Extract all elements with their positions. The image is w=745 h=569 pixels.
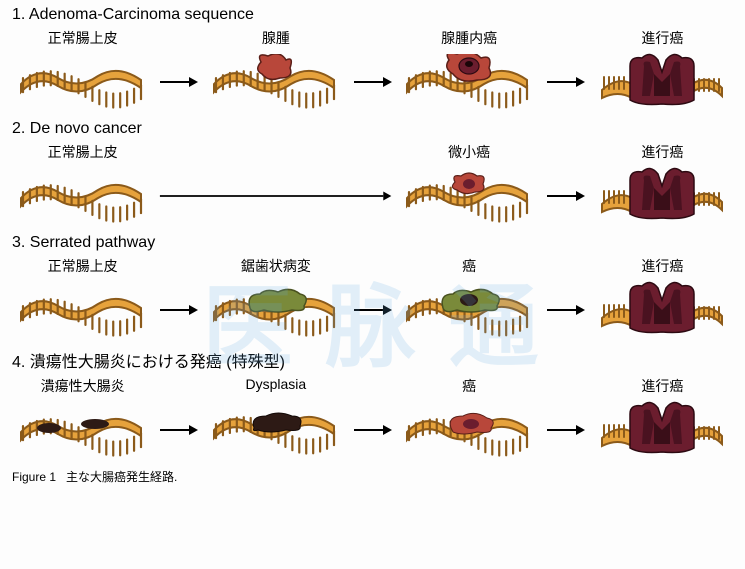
stage-label: 癌 — [462, 376, 476, 396]
tissue-normal — [13, 168, 153, 223]
tissue-adenoma — [206, 54, 346, 109]
pathway-row: 正常腸上皮 鋸歯状病変 癌 進行癌 — [12, 256, 733, 346]
stage-label: 正常腸上皮 — [48, 256, 118, 276]
tissue-carcinoma-in-adenoma — [399, 54, 539, 109]
stage-label: 微小癌 — [448, 142, 490, 162]
stage-label: 癌 — [462, 256, 476, 276]
tissue-micro-carcinoma — [399, 168, 539, 223]
pathway-title: 4. 潰瘍性大腸炎における発癌 (特殊型) — [12, 348, 733, 372]
pathway-1: 1. Adenoma-Carcinoma sequence 正常腸上皮 腺腫 腺腫… — [12, 6, 733, 118]
arrow-icon — [159, 171, 392, 203]
stage-label: 進行癌 — [641, 256, 683, 276]
pathway-row: 潰瘍性大腸炎 Dysplasia 癌 進行癌 — [12, 376, 733, 466]
stage-label: 潰瘍性大腸炎 — [41, 376, 125, 396]
stage: 腺腫 — [205, 28, 346, 118]
arrow-icon — [546, 405, 586, 437]
caption-text: 主な大腸癌発生経路. — [66, 470, 177, 484]
arrow-icon — [353, 405, 393, 437]
tissue-uc — [13, 402, 153, 457]
arrow-icon — [159, 57, 199, 89]
stage: 進行癌 — [592, 28, 733, 118]
pathway-title: 2. De novo cancer — [12, 120, 733, 138]
stage-label: Dysplasia — [246, 376, 307, 394]
tissue-advanced — [592, 282, 732, 337]
pathway-title: 3. Serrated pathway — [12, 234, 733, 252]
stage: 腺腫内癌 — [399, 28, 540, 118]
stage-label: 腺腫 — [262, 28, 290, 48]
arrow-icon — [546, 285, 586, 317]
pathway-title: 1. Adenoma-Carcinoma sequence — [12, 6, 733, 24]
tissue-normal — [13, 54, 153, 109]
figure-caption: Figure 1 主な大腸癌発生経路. — [12, 468, 733, 485]
caption-prefix: Figure 1 — [12, 470, 56, 484]
pathway-row: 正常腸上皮 腺腫 腺腫内癌 進行癌 — [12, 28, 733, 118]
tissue-uc-ca — [399, 402, 539, 457]
arrow-icon — [353, 57, 393, 89]
stage: 正常腸上皮 — [12, 142, 153, 232]
stage: 進行癌 — [592, 376, 733, 466]
stage: Dysplasia — [205, 376, 346, 466]
stage: 進行癌 — [592, 142, 733, 232]
tissue-advanced — [592, 402, 732, 457]
tissue-serrated-ca — [399, 282, 539, 337]
stage-label: 進行癌 — [641, 142, 683, 162]
arrow-icon — [159, 405, 199, 437]
pathway-row: 正常腸上皮 微小癌 進行癌 — [12, 142, 733, 232]
stage: 正常腸上皮 — [12, 256, 153, 346]
stage: 進行癌 — [592, 256, 733, 346]
stage: 鋸歯状病変 — [205, 256, 346, 346]
tissue-advanced — [592, 54, 732, 109]
pathway-2: 2. De novo cancer 正常腸上皮 微小癌 進行癌 — [12, 120, 733, 232]
tissue-normal — [13, 282, 153, 337]
stage-label: 鋸歯状病変 — [241, 256, 311, 276]
stage-label: 進行癌 — [641, 376, 683, 396]
stage-label: 正常腸上皮 — [48, 142, 118, 162]
tissue-advanced — [592, 168, 732, 223]
pathway-3: 3. Serrated pathway 正常腸上皮 鋸歯状病変 癌 進行癌 — [12, 234, 733, 346]
tissue-dysplasia — [206, 400, 346, 455]
stage: 正常腸上皮 — [12, 28, 153, 118]
stage-label: 進行癌 — [641, 28, 683, 48]
arrow-icon — [353, 285, 393, 317]
tissue-serrated — [206, 282, 346, 337]
pathway-4: 4. 潰瘍性大腸炎における発癌 (特殊型) 潰瘍性大腸炎 Dysplasia 癌 … — [12, 348, 733, 466]
stage: 癌 — [399, 376, 540, 466]
stage: 潰瘍性大腸炎 — [12, 376, 153, 466]
stage-label: 正常腸上皮 — [48, 28, 118, 48]
stage-label: 腺腫内癌 — [441, 28, 497, 48]
arrow-icon — [546, 57, 586, 89]
arrow-icon — [159, 285, 199, 317]
arrow-icon — [546, 171, 586, 203]
stage: 微小癌 — [399, 142, 540, 232]
stage: 癌 — [399, 256, 540, 346]
